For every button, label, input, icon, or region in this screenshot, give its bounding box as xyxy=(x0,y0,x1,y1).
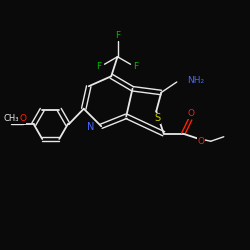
Text: S: S xyxy=(155,113,161,123)
Text: N: N xyxy=(87,122,94,132)
Text: F: F xyxy=(134,62,138,71)
Text: CH₃: CH₃ xyxy=(4,114,19,123)
Text: F: F xyxy=(96,62,102,71)
Text: NH₂: NH₂ xyxy=(187,76,204,85)
Text: O: O xyxy=(187,109,194,118)
Text: O: O xyxy=(197,137,204,146)
Text: O: O xyxy=(19,114,26,123)
Text: F: F xyxy=(115,31,120,40)
